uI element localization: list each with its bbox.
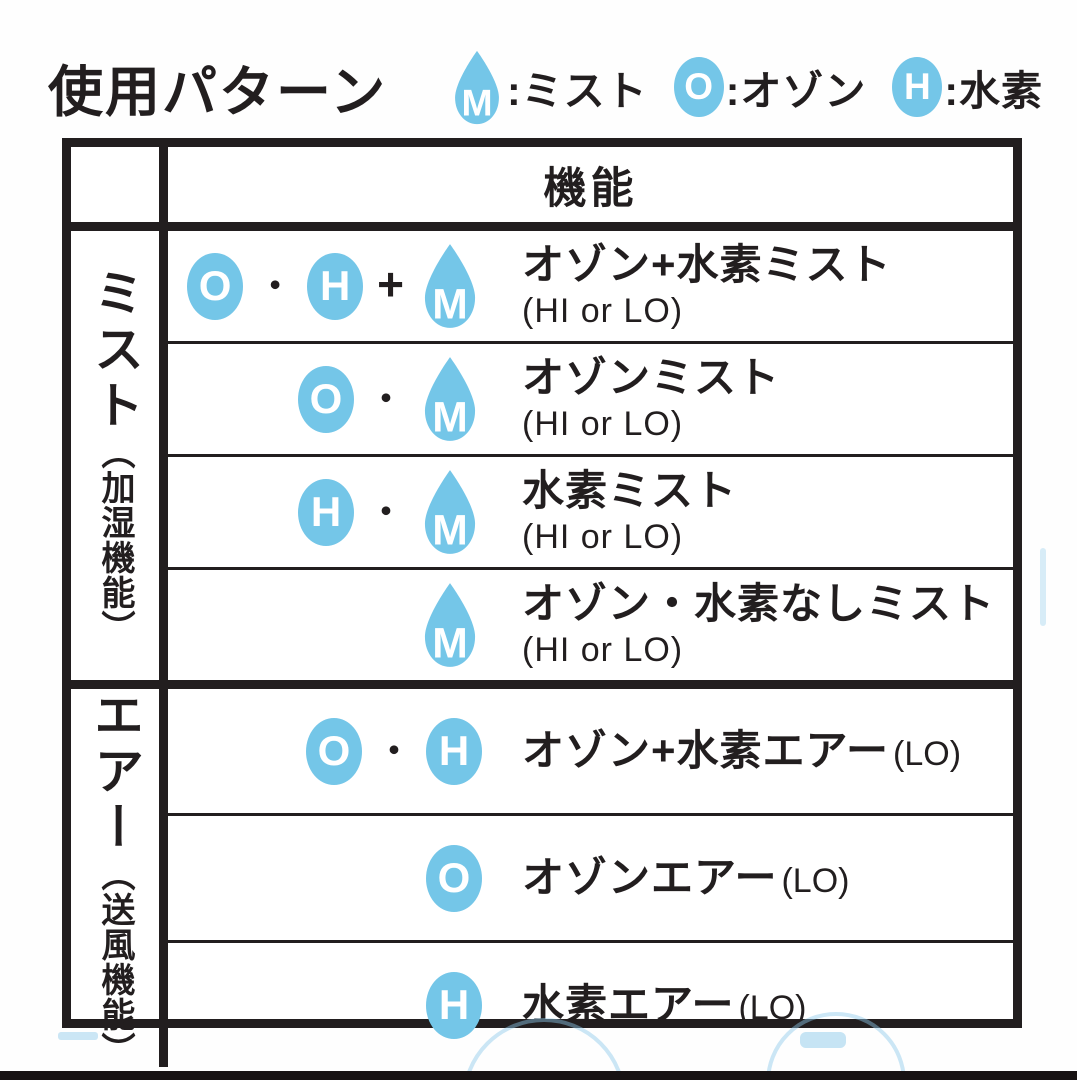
function-name: オゾン+水素ミスト: [522, 240, 892, 288]
icon-letter: H: [438, 727, 470, 774]
function-name: 水素ミスト: [522, 466, 738, 514]
table-row-hydrogen-mist: H ・ M 水素ミスト (HI or LO): [168, 457, 1013, 570]
table-header-row: 機能: [71, 147, 1013, 231]
plus-separator: +: [377, 258, 404, 310]
mist-drop-letter: M: [461, 81, 492, 123]
function-name: オゾンミスト: [522, 353, 781, 401]
ozone-circle-icon: O: [426, 844, 482, 912]
table-row-hydrogen-air: H 水素エアー (LO): [168, 943, 1013, 1067]
ozone-circle-icon: O: [673, 57, 724, 117]
icon-letter: O: [437, 854, 471, 901]
table-corner-cell: [71, 147, 168, 222]
row-icons: O ・ M: [168, 355, 498, 443]
function-name: オゾン+水素エアー: [522, 726, 890, 774]
function-mode: (HI or LO): [522, 405, 684, 444]
icon-letter: O: [198, 262, 232, 309]
mist-rows: O ・ H + M オゾン+水素ミスト (HI or LO): [168, 231, 1013, 680]
ozone-circle-icon: O: [305, 717, 362, 785]
row-text: 水素ミスト (HI or LO): [522, 467, 737, 557]
legend-label-mist: :ミスト: [507, 68, 648, 114]
hydrogen-circle-icon: H: [297, 478, 354, 546]
icon-letter: H: [319, 262, 351, 309]
dot-separator: ・: [367, 378, 404, 419]
ozone-circle-icon: O: [187, 252, 244, 320]
legend: M :ミスト O :オゾン H :水素: [449, 49, 1043, 126]
function-mode: (HI or LO): [522, 631, 684, 670]
hydrogen-circle-icon: H: [426, 717, 482, 785]
section-label-air-text: エアー（送風機能）: [87, 689, 143, 1067]
hydrogen-circle-letter: H: [903, 66, 931, 107]
mist-drop-icon: M: [424, 470, 476, 554]
row-icons: O ・ H: [168, 717, 498, 785]
function-name: 水素エアー: [522, 980, 735, 1028]
row-icons: M: [168, 581, 498, 669]
mist-drop-icon: M: [424, 583, 476, 667]
mist-drop-icon: M: [424, 357, 476, 441]
function-mode: (LO): [738, 988, 807, 1027]
row-text: オゾン・水素なしミスト (HI or LO): [522, 580, 995, 670]
table-row-ozone-air: O オゾンエアー (LO): [168, 816, 1013, 943]
air-label-main: エアー: [87, 689, 143, 857]
drop-letter: M: [432, 280, 468, 328]
ozone-circle-letter: O: [684, 66, 714, 107]
table-row-ozone-mist: O ・ M オゾンミスト (HI or LO): [168, 344, 1013, 457]
function-mode: (LO): [781, 861, 850, 900]
function-mode: (LO): [893, 734, 962, 773]
drop-letter: M: [432, 619, 468, 667]
page-title: 使用パターン: [48, 61, 388, 123]
air-rows: O ・ H オゾン+水素エアー (LO) O オゾンエアー (: [168, 689, 1013, 1067]
legend-item-ozone: O :オゾン: [673, 57, 867, 117]
watermark-line: [1040, 548, 1046, 626]
section-mist: ミスト（加湿機能） O ・ H + M オゾン+水素ミス: [71, 231, 1013, 689]
hydrogen-circle-icon: H: [892, 57, 943, 117]
drop-letter: M: [432, 506, 468, 554]
table-row-ozone-hydrogen-mist: O ・ H + M オゾン+水素ミスト (HI or LO): [168, 231, 1013, 344]
section-air: エアー（送風機能） O ・ H オゾン+水素エアー (LO): [71, 689, 1013, 1067]
section-label-mist: ミスト（加湿機能）: [71, 231, 168, 680]
bottom-edge-bar: [0, 1071, 1077, 1080]
function-mode: (HI or LO): [522, 518, 684, 557]
legend-label-ozone: :オゾン: [725, 68, 867, 114]
hydrogen-circle-icon: H: [426, 971, 482, 1039]
icon-letter: O: [317, 727, 351, 774]
legend-item-mist: M :ミスト: [449, 49, 648, 126]
icon-letter: H: [438, 981, 470, 1028]
section-label-air: エアー（送風機能）: [71, 689, 168, 1067]
function-name: オゾンエアー: [522, 853, 778, 901]
column-header-function: 機能: [543, 164, 638, 213]
dot-separator: ・: [375, 730, 412, 771]
row-icons: O ・ H + M: [168, 242, 498, 330]
row-text: オゾンミスト (HI or LO): [522, 354, 780, 444]
section-label-mist-text: ミスト（加湿機能）: [87, 266, 143, 645]
mist-drop-icon: M: [424, 244, 476, 328]
legend-label-hydrogen: :水素: [944, 68, 1043, 114]
dot-separator: ・: [257, 265, 294, 306]
table-row-ozone-hydrogen-air: O ・ H オゾン+水素エアー (LO): [168, 689, 1013, 816]
row-icons: H ・ M: [168, 468, 498, 556]
row-text: オゾン+水素エアー (LO): [522, 727, 961, 775]
row-text: オゾンエアー (LO): [522, 854, 849, 902]
hydrogen-circle-icon: H: [307, 252, 364, 320]
mist-label-main: ミスト: [87, 266, 143, 435]
ozone-circle-icon: O: [297, 365, 354, 433]
mist-drop-icon: M: [455, 50, 499, 124]
dot-separator: ・: [367, 491, 404, 532]
row-text: 水素エアー (LO): [522, 981, 806, 1029]
row-icons: O: [168, 844, 498, 912]
header-bar: 使用パターン M :ミスト O :オゾン H :水素: [48, 44, 1043, 130]
air-label-sub: （送風機能）: [96, 857, 134, 1067]
icon-letter: H: [310, 488, 342, 535]
row-text: オゾン+水素ミスト (HI or LO): [522, 241, 892, 331]
usage-pattern-table: 機能 ミスト（加湿機能） O ・ H + M: [62, 138, 1022, 1067]
icon-letter: O: [309, 375, 343, 422]
legend-item-hydrogen: H :水素: [892, 57, 1043, 117]
mist-label-sub: （加湿機能）: [96, 434, 134, 645]
drop-letter: M: [432, 393, 468, 441]
table-row-plain-mist: M オゾン・水素なしミスト (HI or LO): [168, 570, 1013, 680]
function-name: オゾン・水素なしミスト: [522, 579, 996, 627]
function-mode: (HI or LO): [522, 292, 684, 331]
row-icons: H: [168, 971, 498, 1039]
